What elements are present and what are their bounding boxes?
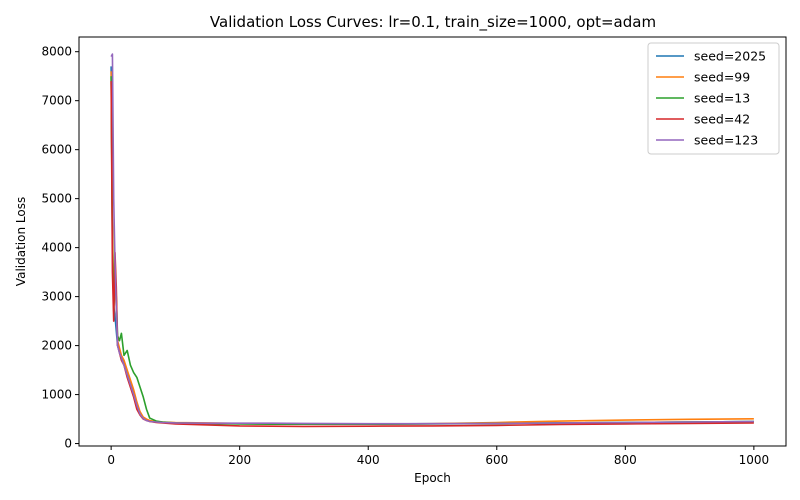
plot-area — [110, 53, 754, 428]
x-tick-label: 600 — [485, 453, 508, 467]
y-tick-label: 7000 — [41, 94, 72, 108]
legend-label: seed=42 — [694, 112, 750, 127]
x-tick-label: 0 — [107, 453, 115, 467]
plot-frame — [78, 36, 787, 447]
x-axis-label: Epoch — [414, 471, 451, 485]
y-tick-label: 4000 — [41, 241, 72, 255]
legend-label: seed=13 — [694, 91, 750, 106]
y-tick-label: 5000 — [41, 192, 72, 206]
y-tick-label: 6000 — [41, 143, 72, 157]
y-tick-label: 8000 — [41, 45, 72, 59]
x-tick-label: 1000 — [739, 453, 770, 467]
x-tick-label: 400 — [357, 453, 380, 467]
legend-label: seed=99 — [694, 70, 750, 85]
y-axis-label: Validation Loss — [14, 197, 28, 286]
legend-label: seed=123 — [694, 133, 758, 148]
y-tick-label: 2000 — [41, 339, 72, 353]
y-tick-label: 3000 — [41, 290, 72, 304]
y-tick-label: 1000 — [41, 388, 72, 402]
x-tick-label: 800 — [614, 453, 637, 467]
legend-label: seed=2025 — [694, 49, 766, 64]
y-tick-label: 0 — [64, 437, 72, 451]
chart-title: Validation Loss Curves: lr=0.1, train_si… — [210, 13, 656, 32]
legend: seed=2025 seed=99 seed=13 seed=42 seed=123 — [647, 42, 780, 155]
legend-box — [647, 42, 780, 155]
x-tick-label: 200 — [228, 453, 251, 467]
y-axis: 0 1000 2000 3000 4000 5000 6000 7000 8000 — [41, 45, 79, 451]
x-axis: 0 200 400 600 800 1000 — [107, 446, 769, 467]
series-line-seed-123 — [110, 53, 754, 425]
